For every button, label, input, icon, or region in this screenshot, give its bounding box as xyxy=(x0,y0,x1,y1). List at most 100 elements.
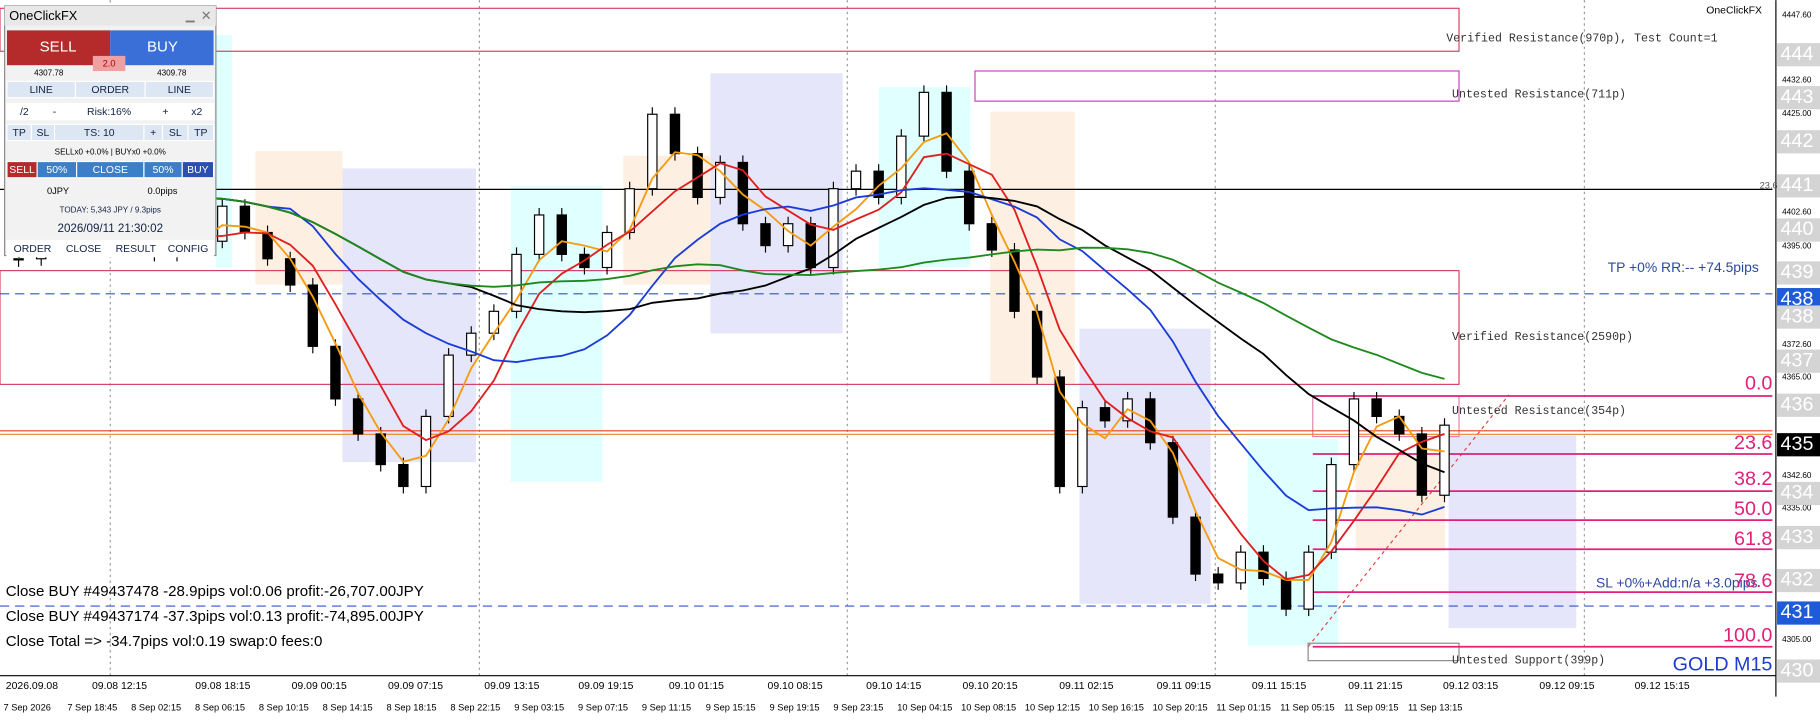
labels: Verified Resistance(970p), Test Count=1 U… xyxy=(3,10,1820,713)
time-axis-label: 8 Sep 14:15 xyxy=(323,703,373,713)
resistance-zone xyxy=(974,70,1460,102)
price-label: 4447.60 xyxy=(1782,10,1812,19)
price-plot xyxy=(13,59,1450,617)
panel-button[interactable] xyxy=(144,80,215,99)
date-label: 09.12 03:15 xyxy=(1443,681,1498,692)
moving-average xyxy=(17,148,1445,380)
candle xyxy=(1212,573,1224,584)
panel-titlebar xyxy=(4,5,216,26)
fib-label: 50.0 xyxy=(1734,498,1772,520)
price-axis-label: 439 xyxy=(1781,261,1814,283)
candle xyxy=(760,223,771,247)
panel-button[interactable] xyxy=(181,160,215,179)
clock: 2026/09/11 21:30:02 xyxy=(58,222,164,235)
candle xyxy=(1077,407,1088,488)
close-button[interactable]: ✕ xyxy=(201,8,212,23)
date-label: 09.11 02:15 xyxy=(1059,681,1114,692)
trade-message: Close BUY #49437174 -37.3pips vol:0.13 p… xyxy=(6,608,424,625)
panel-button[interactable] xyxy=(187,123,215,142)
price-axis-label: 442 xyxy=(1781,130,1814,152)
positions: SELLx0 +0.0% | BUYx0 +0.0% xyxy=(55,147,166,156)
price-label: 4432.60 xyxy=(1782,75,1812,84)
today: TODAY: 5,343 JPY / 9.3pips xyxy=(60,205,161,214)
candle xyxy=(375,433,386,466)
price-tag xyxy=(1777,568,1820,593)
price-tag xyxy=(1777,174,1820,198)
date-label: 2026.09.08 xyxy=(6,681,58,692)
time-axis-label: 8 Sep 18:15 xyxy=(387,703,437,713)
time-axis-label: 9 Sep 11:15 xyxy=(642,703,691,713)
panel-button-label: CLOSE xyxy=(66,244,101,255)
sell-label: SELL xyxy=(40,39,77,56)
candle xyxy=(330,345,341,400)
panel-button-label: 50% xyxy=(153,165,174,176)
date-label: 09.11 09:15 xyxy=(1157,681,1212,692)
zone-shade xyxy=(255,151,343,285)
candle xyxy=(1167,442,1179,518)
candle xyxy=(692,153,703,199)
candle xyxy=(715,161,726,199)
time-axis-label: 8 Sep 22:15 xyxy=(450,703,500,713)
candle xyxy=(443,354,454,417)
buy-button[interactable] xyxy=(110,30,214,66)
candle xyxy=(647,113,658,190)
time-axis-label: 8 Sep 02:15 xyxy=(131,703,181,713)
date-label: 09.10 14:15 xyxy=(866,681,921,692)
price-tag xyxy=(1777,305,1820,329)
panel-button-label: LINE xyxy=(168,85,191,96)
minimize-button[interactable]: ▁ xyxy=(185,9,196,22)
candle xyxy=(737,161,749,225)
symbol: GOLD M15 xyxy=(1673,653,1773,675)
date-label: 09.11 15:15 xyxy=(1252,681,1307,692)
price-axis-label: 443 xyxy=(1781,86,1814,108)
candle xyxy=(466,332,477,356)
candle xyxy=(13,258,24,261)
time-axis-label: 9 Sep 19:15 xyxy=(770,703,820,713)
time-axis-label: 11 Sep 13:15 xyxy=(1408,703,1462,713)
price-tag xyxy=(1777,349,1820,373)
candle xyxy=(1054,376,1065,488)
candle xyxy=(1009,249,1020,312)
price-label: 4365.00 xyxy=(1782,373,1812,382)
panel-button-label: SELL xyxy=(9,165,35,176)
zone-shade xyxy=(1448,435,1577,629)
brand: OneClickFX xyxy=(1706,5,1762,16)
date-label: 09.12 15:15 xyxy=(1635,681,1690,692)
candle xyxy=(624,188,635,234)
resistance-zone xyxy=(0,7,1460,52)
lot-box[interactable] xyxy=(92,55,126,71)
candle xyxy=(1099,407,1111,422)
time-axis-label: 9 Sep 07:15 xyxy=(578,703,628,713)
zone-shade xyxy=(1247,438,1339,646)
price-tag xyxy=(1777,659,1820,683)
date-label: 09.09 00:15 xyxy=(292,681,347,692)
bid: 4307.78 xyxy=(34,68,64,77)
date-label: 09.11 21:15 xyxy=(1348,681,1403,692)
candle xyxy=(239,205,251,234)
time-axis-label: 10 Sep 08:15 xyxy=(961,703,1016,713)
time-axis-label: 11 Sep 09:15 xyxy=(1344,703,1398,713)
price-label: 4335.00 xyxy=(1782,504,1812,513)
price-label: 4372.60 xyxy=(1782,340,1812,349)
price-axis-label: 431 xyxy=(1781,601,1814,623)
moving-average xyxy=(17,148,1445,581)
panel-button-label: TP xyxy=(12,128,25,139)
trade-message: Close Total => -34.7pips vol:0.19 swap:0… xyxy=(6,633,323,650)
candle xyxy=(1371,398,1382,417)
price-tag xyxy=(1777,393,1820,417)
date-label: 09.10 08:15 xyxy=(768,681,823,692)
panel-button[interactable] xyxy=(179,102,215,121)
time-axis-label: 10 Sep 04:15 xyxy=(897,703,952,713)
zone-label: Verified Resistance(2590p) xyxy=(1452,331,1633,344)
price-label: 4425.00 xyxy=(1782,109,1812,118)
candle xyxy=(556,214,568,255)
candle xyxy=(669,113,681,155)
price-axis-label: 430 xyxy=(1781,659,1814,681)
panel-button[interactable] xyxy=(161,239,215,258)
candle xyxy=(398,464,409,488)
trade-message: Close BUY #49437478 -28.9pips vol:0.06 p… xyxy=(6,583,424,600)
resistance-zone xyxy=(0,270,1460,385)
candle xyxy=(1280,577,1292,610)
fib-label: 61.8 xyxy=(1734,528,1772,550)
